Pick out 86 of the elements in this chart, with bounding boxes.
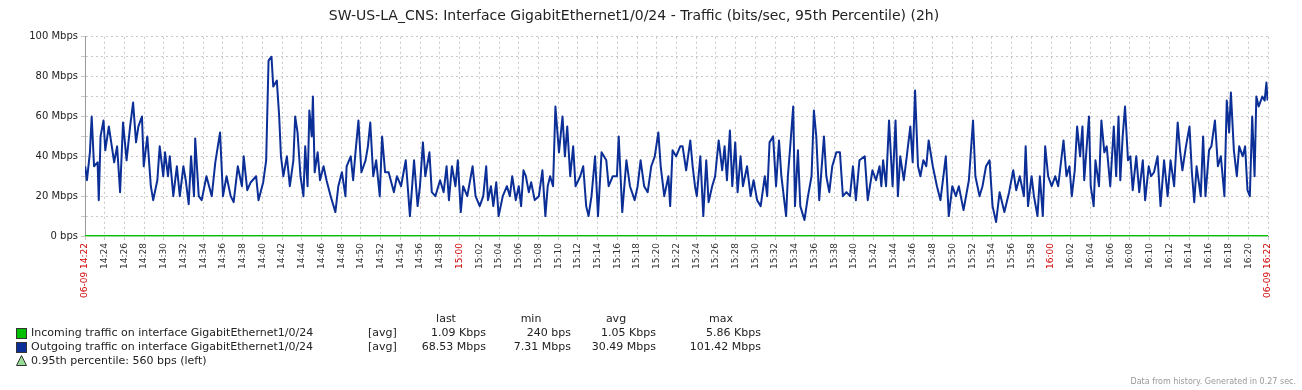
x-tick-label: 15:00 — [453, 242, 464, 269]
x-tick-label: 15:38 — [828, 242, 839, 269]
x-tick-label: 15:28 — [729, 242, 740, 269]
x-tick-label: 15:06 — [513, 242, 524, 269]
x-tick-label: 16:02 — [1065, 243, 1076, 269]
x-tick-label: 14:52 — [375, 243, 386, 269]
x-tick-label: 14:36 — [217, 242, 228, 269]
x-tick-label: 15:56 — [1005, 242, 1016, 269]
x-tick-label: 15:16 — [611, 242, 622, 269]
x-tick-label: 15:42 — [867, 243, 878, 269]
x-tick-label: 15:10 — [552, 242, 563, 269]
y-tick-label: 40 Mbps — [35, 149, 78, 161]
text: 1.09 Kbps — [431, 326, 486, 339]
x-tick-label: 15:34 — [789, 242, 800, 269]
text: [avg] — [368, 326, 397, 339]
y-tick-label: 0 bps — [50, 229, 78, 241]
text: 1.05 Kbps — [601, 326, 656, 339]
chart-title: SW-US-LA_CNS: Interface GigabitEthernet1/0/24 - Traffic (bits/sec, 95th Percentile) (2h) — [328, 7, 940, 24]
x-tick-label: 16:20 — [1242, 242, 1253, 269]
x-tick-label: 15:02 — [473, 243, 484, 269]
x-tick-label: 16:12 — [1163, 243, 1174, 269]
legend-label: 0.95th percentile: 560 bps (left) — [31, 354, 207, 367]
x-tick-label: 15:40 — [848, 242, 859, 269]
text: max — [708, 312, 734, 325]
x-tick-label: 16:18 — [1222, 242, 1233, 269]
text: 101.42 Mbps — [688, 340, 761, 353]
y-tick-label: 80 Mbps — [35, 70, 78, 82]
x-tick-label: 14:42 — [276, 243, 287, 269]
x-tick-label: 15:48 — [927, 242, 938, 269]
legend-label: Incoming traffic on interface GigabitEthernet1/0/24 — [31, 326, 314, 339]
x-tick-label: 15:26 — [710, 242, 721, 269]
text: [avg] — [368, 340, 397, 353]
text: avg — [604, 312, 628, 325]
text: 7.31 Mbps — [513, 340, 571, 353]
x-tick-label: 14:50 — [355, 242, 366, 269]
x-tick-label: 15:14 — [591, 242, 602, 269]
text: min — [519, 312, 543, 325]
x-tick-label: 15:44 — [887, 242, 898, 269]
x-tick-label: 15:04 — [493, 242, 504, 269]
text: 68.53 Mbps — [421, 340, 486, 353]
y-tick-label: 60 Mbps — [35, 110, 78, 122]
text: 240 bps — [526, 326, 571, 339]
x-tick-label: 14:40 — [256, 242, 267, 269]
x-tick-label: 16:14 — [1183, 242, 1194, 269]
x-tick-label: 15:58 — [1025, 242, 1036, 269]
x-tick-label: 14:38 — [237, 242, 248, 269]
x-tick-label: 15:52 — [966, 243, 977, 269]
x-tick-label: 14:48 — [335, 242, 346, 269]
x-tick-label: 15:30 — [749, 242, 760, 269]
text: 30.49 Mbps — [591, 340, 656, 353]
x-tick-label: 15:36 — [808, 242, 819, 269]
x-tick-label: 15:24 — [690, 242, 701, 269]
x-tick-label: 14:30 — [158, 242, 169, 269]
x-tick-label: 06-09 16:22 — [1262, 243, 1273, 298]
x-tick-label: 15:12 — [572, 243, 583, 269]
x-tick-label: 16:06 — [1104, 242, 1115, 269]
x-tick-label: 14:46 — [315, 242, 326, 269]
x-tick-label: 14:34 — [197, 242, 208, 269]
x-tick-label: 15:50 — [946, 242, 957, 269]
x-tick-label: 15:18 — [631, 242, 642, 269]
y-tick-label: 100 Mbps — [29, 30, 78, 42]
x-tick-label: 16:16 — [1203, 242, 1214, 269]
x-tick-label: 14:56 — [414, 242, 425, 269]
x-tick-label: 14:58 — [434, 242, 445, 269]
x-tick-label: 06-09 14:22 — [79, 243, 90, 298]
y-tick-label: 20 Mbps — [35, 189, 78, 201]
x-tick-label: 15:32 — [769, 243, 780, 269]
x-tick-label: 15:22 — [670, 243, 681, 269]
x-tick-label: 14:54 — [394, 242, 405, 269]
text: 5.86 Kbps — [705, 326, 761, 339]
x-tick-label: 14:24 — [99, 242, 110, 269]
x-tick-label: 15:46 — [907, 242, 918, 269]
x-tick-label: 15:20 — [651, 242, 662, 269]
x-tick-label: 15:08 — [532, 242, 543, 269]
text: last — [435, 312, 457, 325]
x-tick-label: 16:00 — [1045, 242, 1056, 269]
x-tick-label: 15:54 — [986, 242, 997, 269]
x-tick-label: 16:04 — [1084, 242, 1095, 269]
x-tick-label: 14:28 — [138, 242, 149, 269]
text: Data from history. Generated in 0.27 sec. — [1130, 377, 1296, 386]
x-tick-label: 14:26 — [118, 242, 129, 269]
x-tick-label: 16:10 — [1144, 242, 1155, 269]
x-tick-label: 16:08 — [1124, 242, 1135, 269]
x-tick-label: 14:32 — [177, 243, 188, 269]
x-tick-label: 14:44 — [296, 242, 307, 269]
legend-label: Outgoing traffic on interface GigabitEthernet1/0/24 — [31, 340, 314, 353]
